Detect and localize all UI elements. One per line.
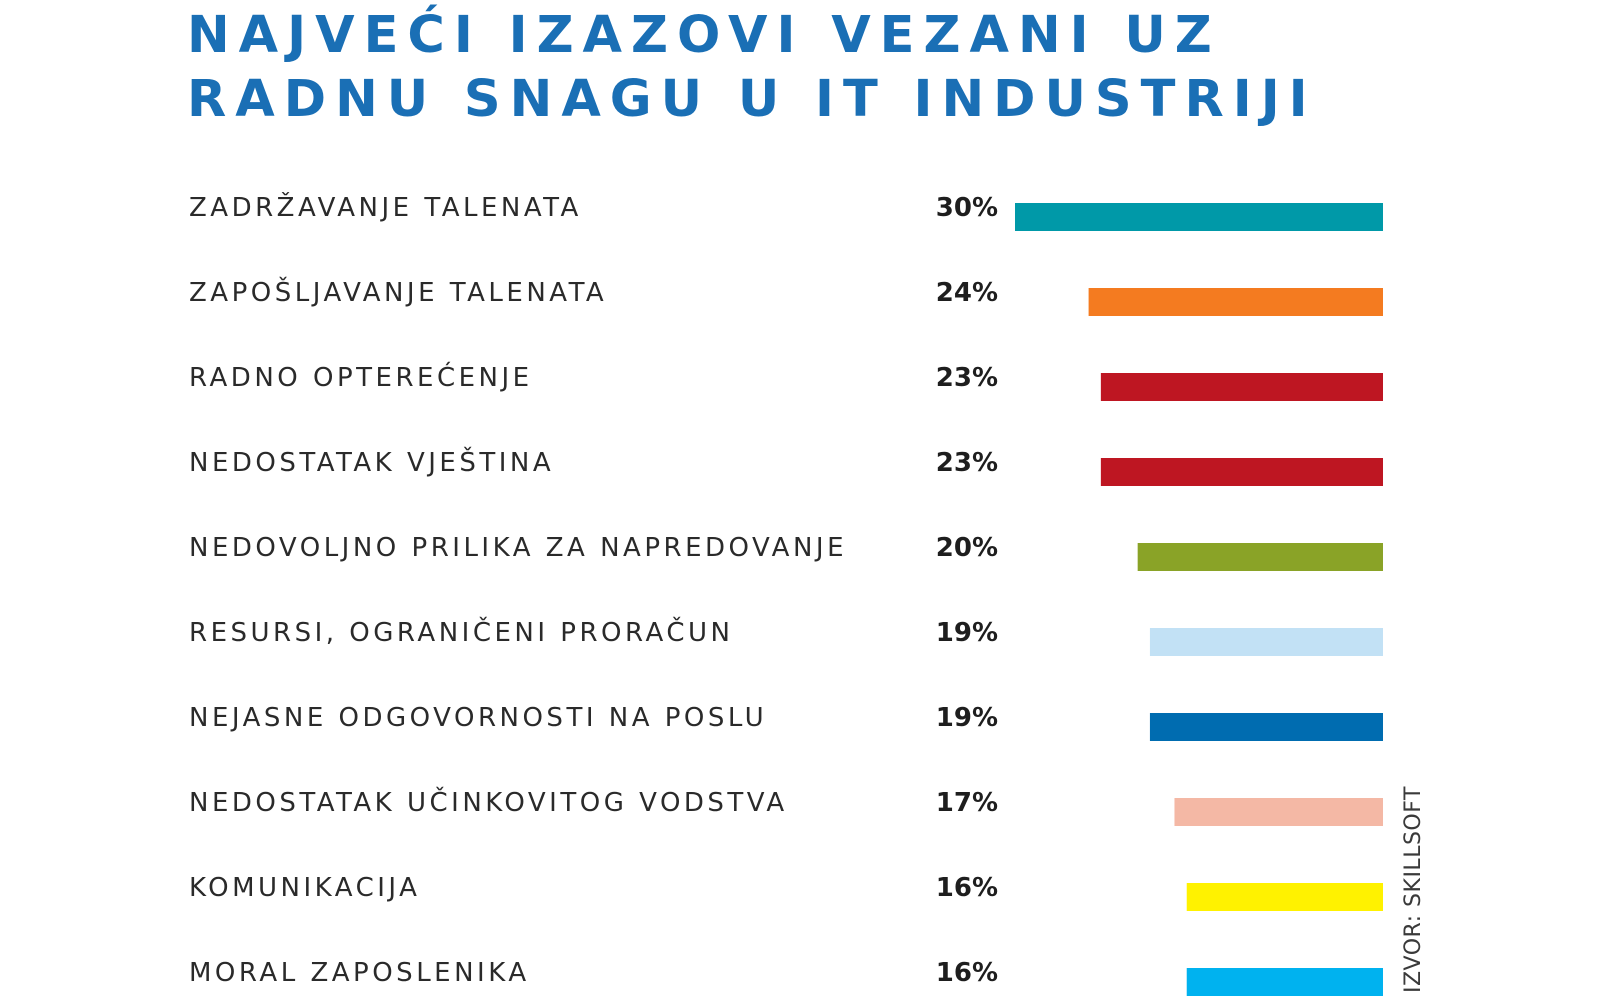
- bar: [1186, 883, 1383, 911]
- bar-row: NEDOSTATAK UČINKOVITOG VODSTVA 17%: [189, 786, 1383, 826]
- category-label: NEDOSTATAK VJEŠTINA: [189, 446, 554, 478]
- value-label: 23%: [936, 448, 998, 478]
- bar-row: ZADRŽAVANJE TALENATA 30%: [189, 191, 1383, 231]
- value-label: 19%: [936, 703, 998, 733]
- category-label: RADNO OPTEREĆENJE: [189, 361, 533, 393]
- chart-title: NAJVEĆI IZAZOVI VEZANI UZ RADNU SNAGU U …: [187, 4, 1317, 132]
- bar-row: KOMUNIKACIJA 16%: [189, 873, 1383, 911]
- source-credit: IZVOR: SKILLSOFT: [1401, 786, 1426, 993]
- value-label: 20%: [936, 533, 998, 563]
- bar-row: NEDOVOLJNO PRILIKA ZA NAPREDOVANJE 20%: [189, 533, 1383, 571]
- bar-row: NEJASNE ODGOVORNOSTI NA POSLU 19%: [189, 703, 1383, 741]
- bar: [1088, 288, 1383, 316]
- value-label: 17%: [936, 788, 998, 818]
- category-label: KOMUNIKACIJA: [189, 873, 420, 903]
- chart-rows: ZADRŽAVANJE TALENATA 30% ZAPOŠLJAVANJE TAL…: [189, 191, 1383, 996]
- category-label: ZADRŽAVANJE TALENATA: [189, 191, 582, 223]
- value-label: 23%: [936, 363, 998, 393]
- chart-title-line-1: NAJVEĆI IZAZOVI VEZANI UZ: [187, 6, 1221, 65]
- bar-row: RADNO OPTEREĆENJE 23%: [189, 361, 1383, 401]
- bar: [1186, 968, 1383, 996]
- category-label: NEJASNE ODGOVORNOSTI NA POSLU: [189, 703, 767, 733]
- category-label: NEDOSTATAK UČINKOVITOG VODSTVA: [189, 786, 788, 818]
- bar: [1149, 713, 1383, 741]
- bar: [1149, 628, 1383, 656]
- bar-row: RESURSI, OGRANIČENI PRORAČUN 19%: [189, 616, 1383, 656]
- bar: [1174, 798, 1383, 826]
- value-label: 16%: [936, 873, 998, 903]
- bar-row: NEDOSTATAK VJEŠTINA 23%: [189, 446, 1383, 486]
- value-label: 30%: [936, 193, 998, 223]
- bar: [1015, 203, 1383, 231]
- category-label: NEDOVOLJNO PRILIKA ZA NAPREDOVANJE: [189, 533, 847, 563]
- bar: [1100, 373, 1383, 401]
- category-label: ZAPOŠLJAVANJE TALENATA: [189, 276, 607, 308]
- value-label: 24%: [936, 278, 998, 308]
- chart-title-line-2: RADNU SNAGU U IT INDUSTRIJI: [187, 70, 1317, 129]
- bar-row: ZAPOŠLJAVANJE TALENATA 24%: [189, 276, 1383, 316]
- bar-row: MORAL ZAPOSLENIKA 16%: [189, 958, 1383, 996]
- value-label: 19%: [936, 618, 998, 648]
- value-label: 16%: [936, 958, 998, 988]
- bar: [1137, 543, 1383, 571]
- bar: [1100, 458, 1383, 486]
- category-label: MORAL ZAPOSLENIKA: [189, 958, 530, 988]
- category-label: RESURSI, OGRANIČENI PRORAČUN: [189, 616, 733, 648]
